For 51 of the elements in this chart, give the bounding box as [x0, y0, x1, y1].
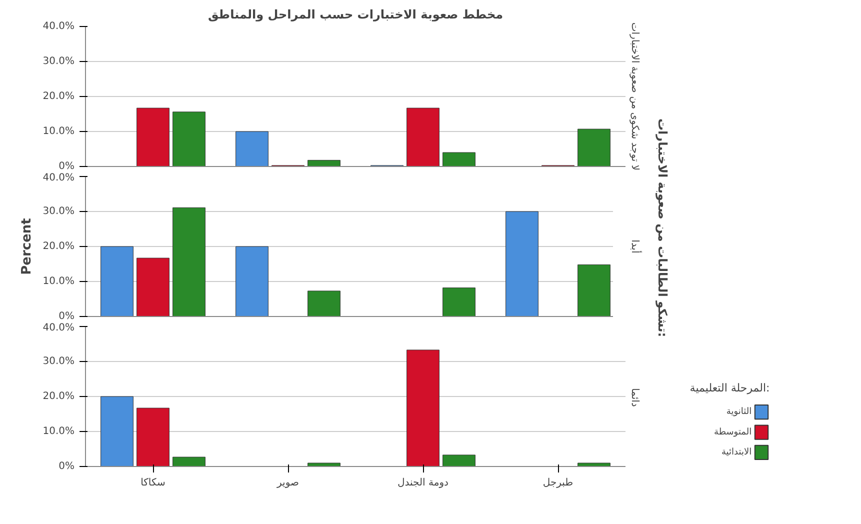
bar — [100, 396, 134, 466]
bar — [136, 408, 170, 466]
y-tick-label: 30.0% — [42, 356, 75, 367]
y-axis-title: Percent — [20, 218, 35, 275]
y2-axis-title: دائما — [628, 388, 640, 407]
bar — [172, 456, 206, 466]
y-tick-label: 10.0% — [42, 126, 75, 137]
y-tick-label: 0% — [58, 461, 75, 472]
bar — [578, 462, 610, 466]
y-tick-label: 30.0% — [42, 206, 75, 217]
bar — [578, 264, 610, 316]
bar — [136, 108, 170, 166]
legend-label: الابتدائية — [721, 447, 752, 458]
y-tick-label: 10.0% — [42, 426, 75, 437]
legend-title: المرحلة التعليمية: — [690, 381, 770, 394]
y-tick-label: 0% — [58, 161, 75, 172]
x-tick-label: صوير — [276, 478, 299, 488]
bar — [578, 128, 610, 166]
bar — [506, 211, 538, 316]
y-tick-label: 10.0% — [42, 276, 75, 287]
chart-title: مخطط صعوبة الاختبارات حسب المراحل والمناطق — [208, 8, 504, 22]
y2-axis-title: لا توجد شكوى من صعوبة الاختبارات — [628, 22, 640, 171]
bar — [308, 462, 340, 466]
bar — [406, 350, 440, 466]
y-tick-label: 30.0% — [42, 56, 75, 67]
y-tick-label: 0% — [58, 311, 75, 322]
legend-label: المتوسطة — [714, 427, 752, 438]
bar — [308, 160, 340, 166]
x-tick-label: طبرجل — [542, 478, 574, 488]
x-tick-label: سكاكا — [140, 478, 166, 488]
text: تشكو الطالبات من صعوبة الاختبارات: — [656, 118, 670, 338]
bar — [136, 258, 170, 316]
bar — [172, 207, 206, 316]
bar — [442, 454, 476, 466]
y-tick-label: 20.0% — [42, 391, 75, 402]
y-tick-label: 40.0% — [42, 172, 75, 184]
y-tick-label: 20.0% — [42, 91, 75, 102]
y-tick-label: 40.0% — [42, 21, 75, 32]
bar — [406, 108, 440, 166]
y-tick-label: 20.0% — [42, 241, 75, 252]
bar — [172, 112, 206, 166]
bar — [236, 131, 268, 166]
bar — [442, 152, 476, 166]
y-tick-label: 40.0% — [42, 322, 75, 334]
bar — [308, 290, 340, 316]
legend-label: الثانوية — [726, 407, 752, 418]
bar — [442, 288, 476, 316]
x-tick-label: دومة الجندل — [398, 478, 449, 488]
bar — [236, 246, 268, 316]
bar — [100, 246, 134, 316]
y2-axis-title: أبدا — [628, 240, 642, 254]
